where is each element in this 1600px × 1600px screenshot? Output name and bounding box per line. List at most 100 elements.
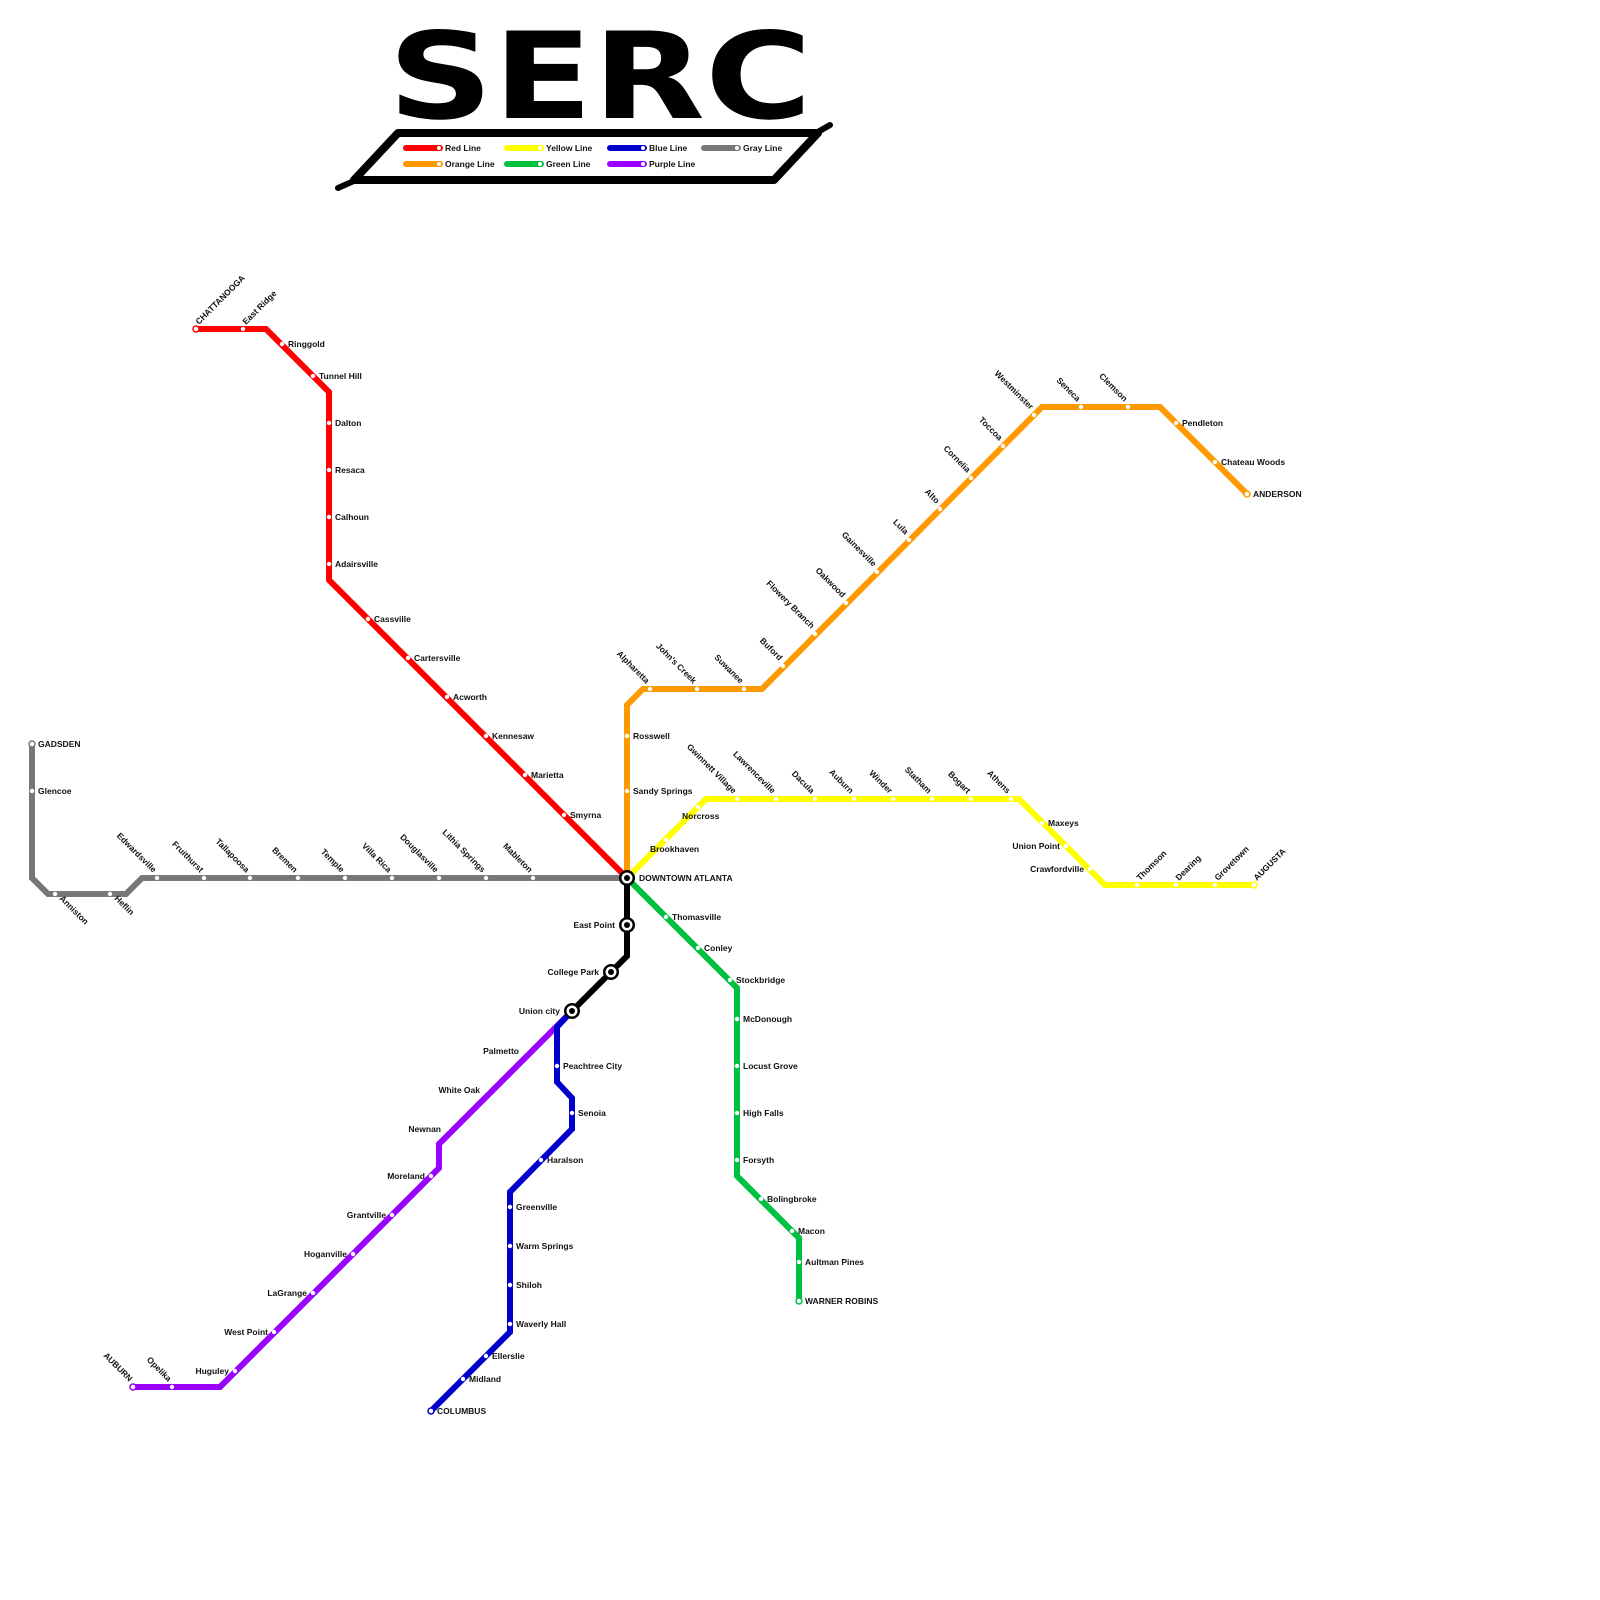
station-rosswell[interactable] bbox=[624, 733, 630, 739]
station-thomson[interactable] bbox=[1134, 882, 1140, 888]
station-huguley[interactable] bbox=[232, 1368, 238, 1374]
station-oakwood[interactable] bbox=[843, 600, 849, 606]
station-hoganville[interactable] bbox=[350, 1251, 356, 1257]
station-glencoe[interactable] bbox=[29, 788, 35, 794]
station-stockbridge[interactable] bbox=[727, 977, 733, 983]
station-adairsville[interactable] bbox=[326, 561, 332, 567]
station-mcdonough[interactable] bbox=[734, 1016, 740, 1022]
station-edwardsville[interactable] bbox=[154, 875, 160, 881]
station-norcross[interactable] bbox=[695, 804, 701, 810]
station-locust-grove[interactable] bbox=[734, 1063, 740, 1069]
station-statham[interactable] bbox=[929, 796, 935, 802]
station-brookhaven[interactable] bbox=[663, 837, 669, 843]
station-forsyth[interactable] bbox=[734, 1157, 740, 1163]
station-gainesville[interactable] bbox=[874, 569, 880, 575]
station-auburn[interactable] bbox=[851, 796, 857, 802]
station-midland[interactable] bbox=[460, 1376, 466, 1382]
station-suwanee[interactable] bbox=[741, 686, 747, 692]
interchange-east-point[interactable] bbox=[619, 917, 635, 933]
station-crawfordville[interactable] bbox=[1087, 866, 1093, 872]
station-fruithurst[interactable] bbox=[201, 875, 207, 881]
station-bolingbroke[interactable] bbox=[758, 1196, 764, 1202]
terminal-station-augusta[interactable] bbox=[1250, 881, 1258, 889]
station-mableton[interactable] bbox=[530, 875, 536, 881]
terminal-station-chattanooga[interactable] bbox=[192, 325, 200, 333]
station-alto[interactable] bbox=[937, 506, 943, 512]
station-ringgold[interactable] bbox=[279, 341, 285, 347]
station-sandy-springs[interactable] bbox=[624, 788, 630, 794]
station-villa-rica[interactable] bbox=[389, 875, 395, 881]
station-chateau-woods[interactable] bbox=[1212, 459, 1218, 465]
station-seneca[interactable] bbox=[1078, 404, 1084, 410]
interchange-college-park[interactable] bbox=[603, 964, 619, 980]
station-gwinnett-village[interactable] bbox=[734, 796, 740, 802]
station-east-ridge[interactable] bbox=[240, 326, 246, 332]
station-lithia-springs[interactable] bbox=[483, 875, 489, 881]
station-clemson[interactable] bbox=[1125, 404, 1131, 410]
station-anniston[interactable] bbox=[52, 891, 58, 897]
station-marietta[interactable] bbox=[522, 772, 528, 778]
station-warm-springs[interactable] bbox=[507, 1243, 513, 1249]
station-pendleton[interactable] bbox=[1173, 420, 1179, 426]
station-opelika[interactable] bbox=[169, 1384, 175, 1390]
station-union-point[interactable] bbox=[1063, 843, 1069, 849]
terminal-station-gadsden[interactable] bbox=[28, 740, 36, 748]
station-high-falls[interactable] bbox=[734, 1110, 740, 1116]
station-douglasville[interactable] bbox=[436, 875, 442, 881]
interchange-union-city[interactable] bbox=[564, 1003, 580, 1019]
station-buford[interactable] bbox=[780, 663, 786, 669]
station-ellerslie[interactable] bbox=[483, 1353, 489, 1359]
station-toccoa[interactable] bbox=[1000, 443, 1006, 449]
station-newnan[interactable] bbox=[444, 1126, 450, 1132]
station-bremen[interactable] bbox=[295, 875, 301, 881]
terminal-station-anderson[interactable] bbox=[1243, 490, 1251, 498]
station-dearing[interactable] bbox=[1173, 882, 1179, 888]
station-cartersville[interactable] bbox=[405, 655, 411, 661]
station-flowery-branch[interactable] bbox=[812, 631, 818, 637]
station-athens[interactable] bbox=[1008, 796, 1014, 802]
station-senoia[interactable] bbox=[569, 1110, 575, 1116]
station-dacula[interactable] bbox=[812, 796, 818, 802]
station-lawrenceville[interactable] bbox=[773, 796, 779, 802]
terminal-station-auburn[interactable] bbox=[129, 1383, 137, 1391]
station-palmetto[interactable] bbox=[522, 1048, 528, 1054]
station-waverly-hall[interactable] bbox=[507, 1321, 513, 1327]
station-moreland[interactable] bbox=[428, 1173, 434, 1179]
station-alpharetta[interactable] bbox=[647, 686, 653, 692]
terminal-station-warner-robins[interactable] bbox=[795, 1297, 803, 1305]
station-lula[interactable] bbox=[906, 537, 912, 543]
station-temple[interactable] bbox=[342, 875, 348, 881]
station-tunnel-hill[interactable] bbox=[310, 373, 316, 379]
station-grantville[interactable] bbox=[389, 1212, 395, 1218]
station-maxeys[interactable] bbox=[1039, 820, 1045, 826]
station-aultman-pines[interactable] bbox=[796, 1259, 802, 1265]
legend-label: Gray Line bbox=[743, 143, 782, 153]
station-westminster[interactable] bbox=[1031, 412, 1037, 418]
station-heflin[interactable] bbox=[107, 891, 113, 897]
station-john-s-creek[interactable] bbox=[694, 686, 700, 692]
station-greenville[interactable] bbox=[507, 1204, 513, 1210]
station-resaca[interactable] bbox=[326, 467, 332, 473]
station-cassville[interactable] bbox=[365, 616, 371, 622]
station-tallapoosa[interactable] bbox=[247, 875, 253, 881]
station-macon[interactable] bbox=[789, 1228, 795, 1234]
station-thomasville[interactable] bbox=[663, 914, 669, 920]
station-dalton[interactable] bbox=[326, 420, 332, 426]
station-west-point[interactable] bbox=[271, 1329, 277, 1335]
station-peachtree-city[interactable] bbox=[554, 1063, 560, 1069]
station-grovetown[interactable] bbox=[1212, 882, 1218, 888]
station-haralson[interactable] bbox=[538, 1157, 544, 1163]
station-conley[interactable] bbox=[695, 945, 701, 951]
station-shiloh[interactable] bbox=[507, 1282, 513, 1288]
station-smyrna[interactable] bbox=[561, 812, 567, 818]
station-kennesaw[interactable] bbox=[483, 733, 489, 739]
station-acworth[interactable] bbox=[444, 694, 450, 700]
station-lagrange[interactable] bbox=[310, 1290, 316, 1296]
station-cornelia[interactable] bbox=[968, 475, 974, 481]
station-winder[interactable] bbox=[890, 796, 896, 802]
terminal-station-columbus[interactable] bbox=[427, 1407, 435, 1415]
station-calhoun[interactable] bbox=[326, 514, 332, 520]
station-white-oak[interactable] bbox=[483, 1087, 489, 1093]
station-bogart[interactable] bbox=[968, 796, 974, 802]
interchange-downtown-atlanta[interactable] bbox=[619, 870, 635, 886]
